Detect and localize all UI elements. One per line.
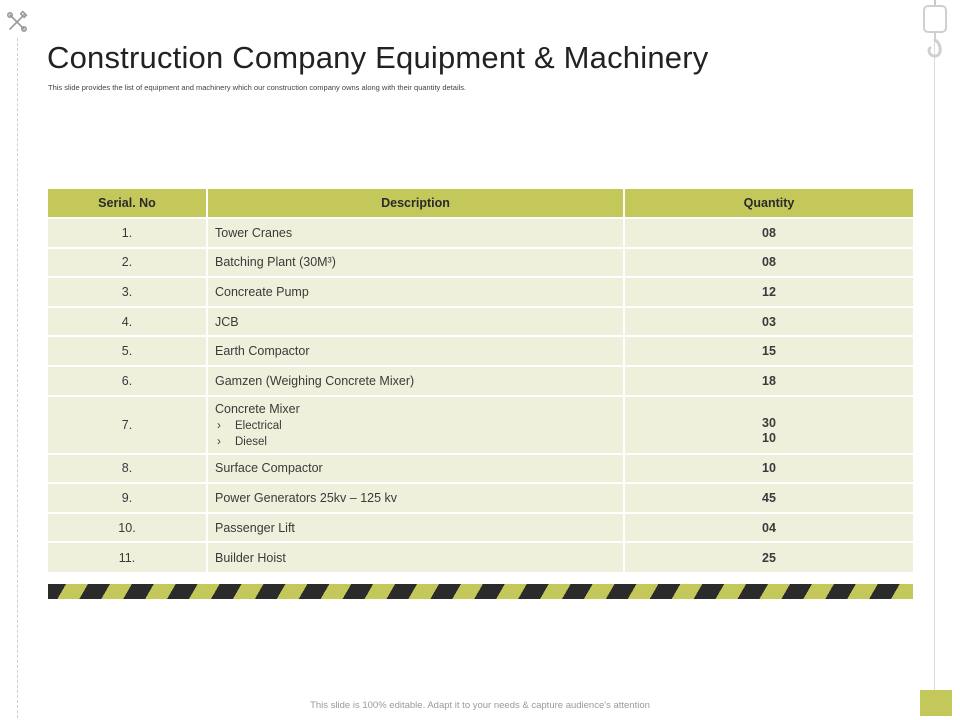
- chevron-right-icon: ›: [217, 435, 221, 448]
- sub-item-label: Electrical: [235, 419, 282, 432]
- cell-quantity: 08: [624, 246, 913, 278]
- crane-cable: [934, 0, 935, 690]
- header-description: Description: [207, 189, 625, 218]
- cell-quantity: 12: [624, 276, 913, 307]
- table-row: 10. Passenger Lift 04: [48, 511, 913, 543]
- table-row: 9. Power Generators 25kv – 125 kv 45: [48, 482, 913, 513]
- table-row: 4. JCB 03: [48, 305, 913, 337]
- cell-serial: 5.: [48, 335, 208, 366]
- sub-item-electrical: › Electrical: [215, 418, 623, 434]
- chevron-right-icon: ›: [217, 419, 221, 432]
- table-row: 6. Gamzen (Weighing Concrete Mixer) 18: [48, 364, 913, 396]
- cell-description: Batching Plant (30M³): [207, 246, 625, 278]
- table-row: 7. Concrete Mixer › Electrical › Diesel 30…: [48, 394, 913, 454]
- equipment-table: Serial. No Description Quantity 1. Tower…: [48, 189, 913, 572]
- cell-quantity: 10: [624, 452, 913, 484]
- page-title: Construction Company Equipment & Machine…: [47, 40, 709, 75]
- table-row: 2. Batching Plant (30M³) 08: [48, 246, 913, 278]
- concrete-mixer-label: Concrete Mixer: [215, 401, 300, 416]
- cell-quantity: 15: [624, 335, 913, 366]
- left-dashed-line: [17, 38, 18, 718]
- cell-quantity: 18: [624, 364, 913, 396]
- table-row: 5. Earth Compactor 15: [48, 335, 913, 366]
- cell-description: Builder Hoist: [207, 541, 625, 572]
- table-header-row: Serial. No Description Quantity: [48, 189, 913, 218]
- cell-serial: 3.: [48, 276, 208, 307]
- table-row: 8. Surface Compactor 10: [48, 452, 913, 484]
- cell-serial: 1.: [48, 217, 208, 248]
- cell-quantity: 30 10: [624, 394, 913, 454]
- cell-serial: 7.: [48, 394, 208, 454]
- sub-item-label: Diesel: [235, 435, 267, 448]
- hazard-stripe-bar: [48, 584, 913, 599]
- cell-quantity: 03: [624, 305, 913, 337]
- cell-serial: 6.: [48, 364, 208, 396]
- cell-description: Concrete Mixer › Electrical › Diesel: [207, 394, 625, 454]
- cell-serial: 8.: [48, 452, 208, 484]
- crane-hook-icon: [923, 0, 947, 58]
- cell-description: Surface Compactor: [207, 452, 625, 484]
- cell-serial: 2.: [48, 246, 208, 278]
- cell-serial: 11.: [48, 541, 208, 572]
- tools-icon: [6, 10, 28, 32]
- cell-quantity: 45: [624, 482, 913, 513]
- footer-note: This slide is 100% editable. Adapt it to…: [310, 700, 650, 711]
- table-row: 3. Concreate Pump 12: [48, 276, 913, 307]
- cell-serial: 4.: [48, 305, 208, 337]
- cell-description: Earth Compactor: [207, 335, 625, 366]
- cell-description: Gamzen (Weighing Concrete Mixer): [207, 364, 625, 396]
- page-subtitle: This slide provides the list of equipmen…: [48, 83, 467, 92]
- cell-quantity: 25: [624, 541, 913, 572]
- header-serial: Serial. No: [48, 189, 208, 218]
- cell-quantity: 08: [624, 217, 913, 248]
- cell-quantity: 04: [624, 511, 913, 543]
- cell-description: Concreate Pump: [207, 276, 625, 307]
- cell-serial: 10.: [48, 511, 208, 543]
- cell-description: Power Generators 25kv – 125 kv: [207, 482, 625, 513]
- cell-serial: 9.: [48, 482, 208, 513]
- corner-accent-square: [920, 690, 952, 716]
- table-row: 1. Tower Cranes 08: [48, 217, 913, 248]
- table-row: 11. Builder Hoist 25: [48, 541, 913, 572]
- header-quantity: Quantity: [624, 189, 913, 218]
- cell-description: Tower Cranes: [207, 217, 625, 248]
- cell-description: Passenger Lift: [207, 511, 625, 543]
- sub-item-diesel: › Diesel: [215, 434, 623, 450]
- cell-description: JCB: [207, 305, 625, 337]
- quantity-diesel: 10: [762, 430, 776, 445]
- quantity-electrical: 30: [762, 415, 776, 430]
